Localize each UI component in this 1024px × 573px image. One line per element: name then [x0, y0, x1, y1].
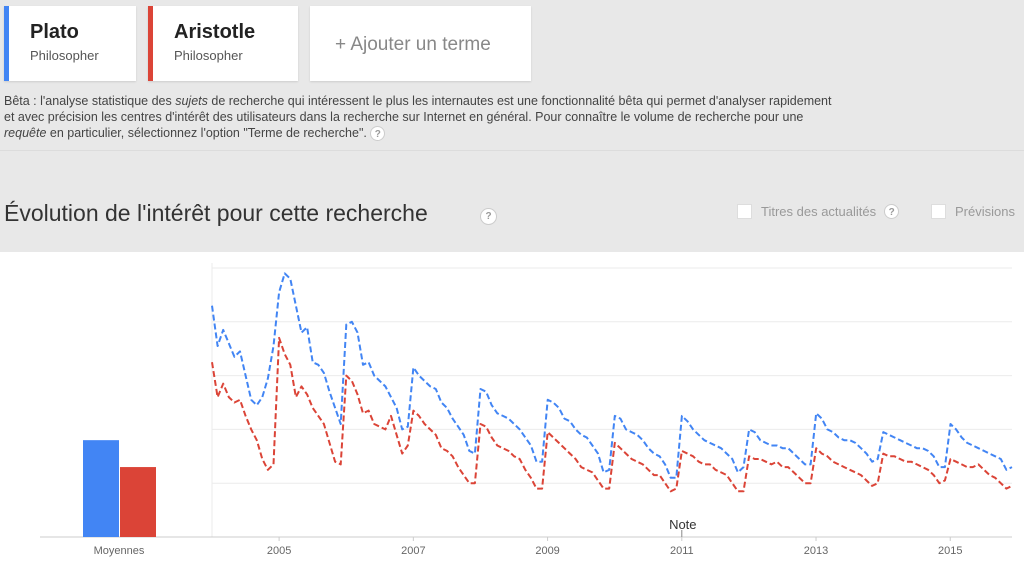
x-tick-label: 2011 [670, 545, 694, 557]
x-tick-label: 2015 [938, 545, 962, 557]
term-color-bar [148, 6, 153, 81]
forecast-checkbox[interactable] [931, 204, 946, 219]
beta-text-3: en particulier, sélectionnez l'option "T… [46, 126, 367, 140]
x-tick-label: 2007 [401, 545, 425, 557]
term-name: Plato [30, 21, 79, 43]
help-icon[interactable]: ? [480, 208, 497, 225]
series-line-plato [211, 272, 1013, 479]
average-bar-aristotle [120, 467, 156, 537]
term-color-bar [4, 6, 9, 81]
beta-em-2: requête [4, 126, 47, 140]
averages-label: Moyennes [94, 545, 145, 557]
term-card-plato[interactable]: Plato Philosopher [4, 6, 136, 81]
series-line-aristotle [211, 336, 1013, 493]
x-tick-label: 2009 [535, 545, 559, 557]
forecast-label: Prévisions [955, 204, 1015, 219]
x-tick-label: 2013 [804, 545, 828, 557]
news-headlines-label: Titres des actualités [761, 204, 877, 219]
average-bar-plato [83, 440, 119, 537]
beta-text-2: de recherche qui intéressent le plus les… [4, 94, 832, 124]
forecast-option[interactable]: Prévisions [931, 204, 1015, 219]
term-type: Philosopher [174, 48, 243, 63]
news-headlines-checkbox[interactable] [737, 204, 752, 219]
annotation-label: Note [669, 517, 696, 532]
help-icon[interactable]: ? [370, 126, 386, 142]
x-tick-label: 2005 [267, 545, 291, 557]
add-term-button[interactable]: + Ajouter un terme [310, 6, 531, 81]
chart-panel: Moyennes 2005 2007 2009 2011 2013 2015 Note [0, 252, 1024, 573]
news-headlines-option[interactable]: Titres des actualités ? [737, 204, 900, 219]
add-term-label: + Ajouter un terme [335, 34, 491, 55]
term-card-aristotle[interactable]: Aristotle Philosopher [148, 6, 298, 81]
divider [0, 150, 1024, 151]
help-icon[interactable]: ? [884, 204, 900, 219]
beta-em-1: sujets [175, 94, 208, 108]
term-name: Aristotle [174, 21, 256, 43]
beta-text-1: Bêta : l'analyse statistique des [4, 94, 176, 108]
term-type: Philosopher [30, 48, 99, 63]
beta-notice: Bêta : l'analyse statistique des sujets … [4, 93, 834, 142]
section-title: Évolution de l'intérêt pour cette recher… [4, 200, 428, 226]
interest-chart: Moyennes 2005 2007 2009 2011 2013 2015 Note [40, 263, 1013, 557]
